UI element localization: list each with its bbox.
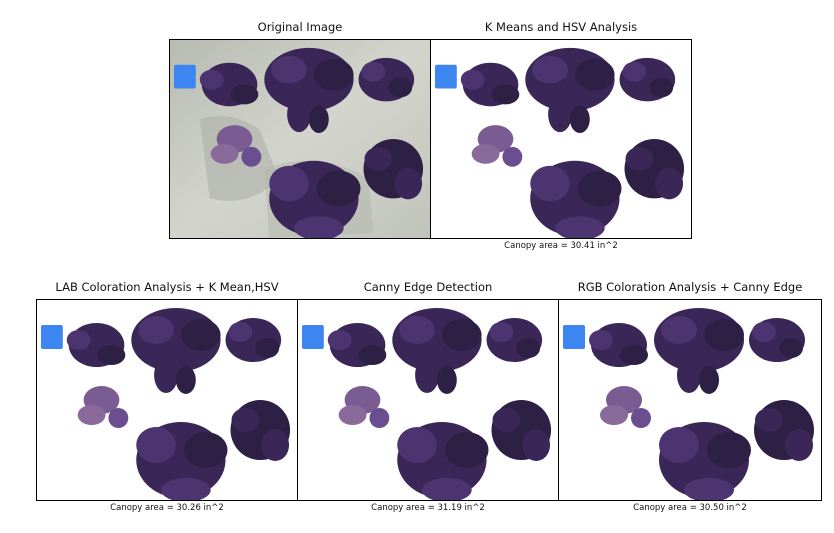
plant-group bbox=[301, 308, 552, 500]
panel-image-frame bbox=[169, 39, 431, 239]
plant-bottom-center bbox=[530, 160, 622, 238]
plant-bottom-right bbox=[230, 400, 291, 461]
plant-group bbox=[40, 308, 291, 500]
plant-top-center bbox=[392, 308, 482, 394]
plant-bottom-center bbox=[397, 422, 489, 500]
plant-mid-left bbox=[338, 386, 390, 428]
plant-top-left bbox=[199, 62, 259, 107]
panel-title: K Means and HSV Analysis bbox=[484, 20, 638, 34]
segmented-image bbox=[559, 300, 821, 500]
canopy-area-caption: Canopy area = 30.41 in^2 bbox=[504, 241, 618, 251]
panel-kmeans-hsv: K Means and HSV Analysis bbox=[430, 18, 692, 258]
plant-top-center bbox=[131, 308, 221, 394]
plant-bottom-right bbox=[491, 400, 552, 461]
plant-bottom-center bbox=[136, 422, 228, 500]
plant-group bbox=[563, 308, 814, 500]
plant-top-right bbox=[619, 57, 676, 102]
canopy-area-caption: Canopy area = 31.19 in^2 bbox=[371, 503, 485, 513]
plant-top-left bbox=[66, 323, 126, 367]
panel-title: LAB Coloration Analysis + K Mean,HSV bbox=[55, 280, 279, 294]
canopy-area-caption: Canopy area = 30.50 in^2 bbox=[633, 503, 747, 513]
panel-original: Original Image bbox=[169, 18, 431, 241]
plant-top-left bbox=[460, 62, 520, 107]
plant-top-right bbox=[749, 318, 805, 362]
calibration-square bbox=[173, 64, 196, 89]
plant-group bbox=[434, 47, 685, 238]
plant-top-center bbox=[525, 47, 615, 134]
plant-mid-left bbox=[77, 386, 129, 428]
calibration-square bbox=[434, 64, 457, 89]
plant-bottom-right bbox=[624, 139, 685, 200]
calibration-square bbox=[301, 325, 324, 349]
plant-top-center bbox=[264, 47, 354, 134]
panel-rgb-canny: RGB Coloration Analysis + Canny Edge bbox=[558, 280, 822, 520]
plant-top-center bbox=[654, 308, 744, 394]
plant-mid-left bbox=[210, 125, 262, 167]
plant-group bbox=[173, 47, 424, 238]
canopy-area-caption: Canopy area = 30.26 in^2 bbox=[110, 503, 224, 513]
panel-image-frame bbox=[430, 39, 692, 239]
plant-top-right bbox=[358, 57, 415, 102]
panel-image-frame bbox=[297, 299, 559, 501]
plant-bottom-right bbox=[754, 400, 814, 461]
plant-bottom-right bbox=[363, 139, 424, 200]
original-photo bbox=[170, 40, 430, 238]
panel-image-frame bbox=[558, 299, 822, 501]
segmented-image bbox=[37, 300, 297, 500]
panel-title: RGB Coloration Analysis + Canny Edge bbox=[577, 280, 803, 294]
plant-top-left bbox=[327, 323, 387, 367]
panel-canny: Canny Edge Detection bbox=[297, 280, 559, 520]
calibration-square bbox=[563, 325, 585, 349]
plant-bottom-center bbox=[659, 422, 751, 500]
plant-top-right bbox=[486, 318, 543, 362]
plant-mid-left bbox=[471, 125, 523, 167]
plant-top-right bbox=[225, 318, 282, 362]
plant-bottom-center bbox=[269, 160, 361, 238]
panel-lab: LAB Coloration Analysis + K Mean,HSV bbox=[36, 280, 298, 520]
panel-title: Canny Edge Detection bbox=[363, 280, 493, 294]
segmented-image bbox=[298, 300, 558, 500]
calibration-square bbox=[40, 325, 63, 349]
plant-mid-left bbox=[600, 386, 651, 428]
panel-image-frame bbox=[36, 299, 298, 501]
segmented-image bbox=[431, 40, 691, 238]
panel-title: Original Image bbox=[257, 20, 343, 34]
plant-top-left bbox=[589, 323, 648, 367]
